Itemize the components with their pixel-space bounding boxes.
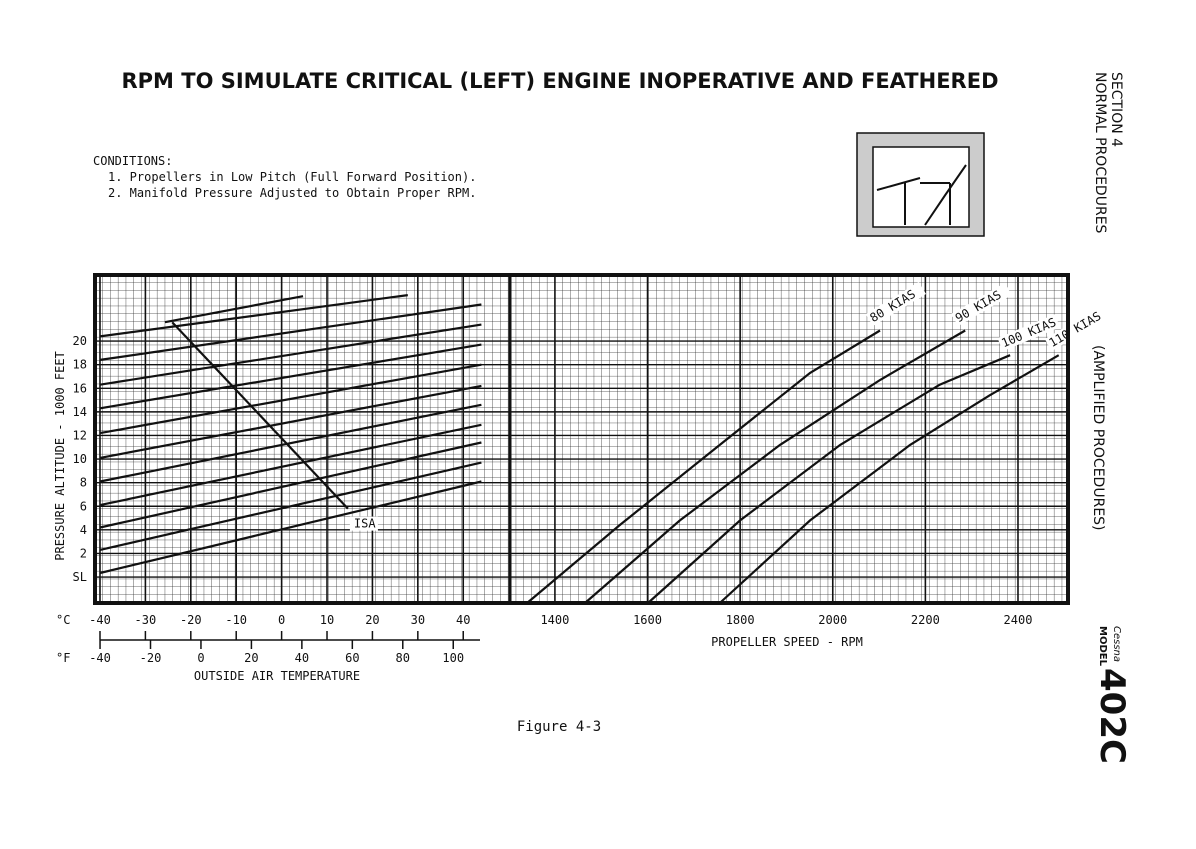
- curve: [99, 403, 482, 483]
- label-bg: [1044, 307, 1106, 351]
- curve: [99, 363, 482, 435]
- x-axis-label: PROPELLER SPEED - RPM: [711, 635, 863, 649]
- x-tick-label: -20: [180, 613, 202, 627]
- section: SECTION 4: [1108, 72, 1124, 147]
- curve: [171, 321, 349, 510]
- curve: [99, 441, 482, 529]
- y-tick-label: 10: [73, 452, 87, 466]
- x2-tick-label: 40: [295, 651, 309, 665]
- curve: [99, 423, 482, 507]
- x-tick-label: 2200: [911, 613, 940, 627]
- label-bg: [997, 314, 1061, 352]
- y-tick-label: 18: [73, 358, 87, 372]
- model-label: MODEL: [1097, 626, 1108, 667]
- y-axis-label: PRESSURE ALTITUDE - 1000 FEET: [53, 351, 67, 561]
- label-bg: [349, 516, 378, 531]
- curve: [99, 343, 482, 410]
- brand: Cessna: [1111, 626, 1122, 662]
- x2-tick-label: 80: [396, 651, 410, 665]
- curve: [647, 354, 1011, 604]
- x2-unit: °F: [56, 651, 70, 665]
- x2-tick-label: -20: [140, 651, 162, 665]
- condition: 2. Manifold Pressure Adjusted to Obtain …: [108, 186, 476, 200]
- y-tick-label: 16: [73, 381, 87, 395]
- curve: [526, 329, 881, 604]
- y-tick-label: SL: [73, 570, 87, 584]
- x-tick-label: -30: [135, 613, 157, 627]
- curve: [164, 295, 304, 324]
- frame: [93, 273, 1070, 605]
- y-tick-label: 2: [80, 546, 87, 560]
- x-tick-label: -10: [225, 613, 247, 627]
- x-unit: °C: [56, 613, 70, 627]
- section-title: NORMAL PROCEDURES: [1092, 72, 1108, 234]
- x-tick-label: 1800: [726, 613, 755, 627]
- x-tick-label: 2400: [1004, 613, 1033, 627]
- curve: [99, 461, 482, 551]
- y-tick-label: 12: [73, 428, 87, 442]
- curve-label: ISA: [354, 517, 376, 531]
- subtitle: (AMPLIFIED PROCEDURES): [1090, 345, 1106, 531]
- label-bg: [865, 282, 927, 327]
- curve: [584, 329, 966, 604]
- x-tick-label: 10: [320, 613, 334, 627]
- curve: [99, 384, 482, 459]
- curve: [99, 294, 408, 338]
- x2-tick-label: 100: [442, 651, 464, 665]
- x-axis-label: OUTSIDE AIR TEMPERATURE: [194, 669, 360, 683]
- x-tick-label: 1600: [633, 613, 662, 627]
- inset-icon: [856, 132, 985, 237]
- x-tick-label: 1400: [540, 613, 569, 627]
- y-tick-label: 20: [73, 334, 87, 348]
- x-tick-label: 20: [365, 613, 379, 627]
- x2-tick-label: -40: [89, 651, 111, 665]
- x-tick-label: 30: [411, 613, 425, 627]
- model: 402C: [1092, 668, 1132, 764]
- fine-grid: [95, 275, 1068, 603]
- y-tick-label: 4: [80, 523, 87, 537]
- x2-tick-label: 60: [345, 651, 359, 665]
- x-tick-label: -40: [89, 613, 111, 627]
- x2-tick-label: 0: [197, 651, 204, 665]
- condition: 1. Propellers in Low Pitch (Full Forward…: [108, 170, 476, 184]
- x-tick-label: 40: [456, 613, 470, 627]
- curve: [99, 480, 482, 575]
- x-tick-label: 2000: [818, 613, 847, 627]
- curve: [99, 323, 482, 386]
- label-bg: [951, 282, 1012, 327]
- title: RPM TO SIMULATE CRITICAL (LEFT) ENGINE I…: [121, 69, 998, 93]
- y-tick-label: 6: [80, 499, 87, 513]
- curve: [719, 354, 1060, 604]
- y-tick-label: 8: [80, 476, 87, 490]
- y-tick-label: 14: [73, 405, 87, 419]
- caption: Figure 4-3: [517, 719, 601, 735]
- x-tick-label: 0: [278, 613, 285, 627]
- conditions-heading: CONDITIONS:: [93, 154, 172, 168]
- x2-tick-label: 20: [244, 651, 258, 665]
- curve: [99, 303, 482, 361]
